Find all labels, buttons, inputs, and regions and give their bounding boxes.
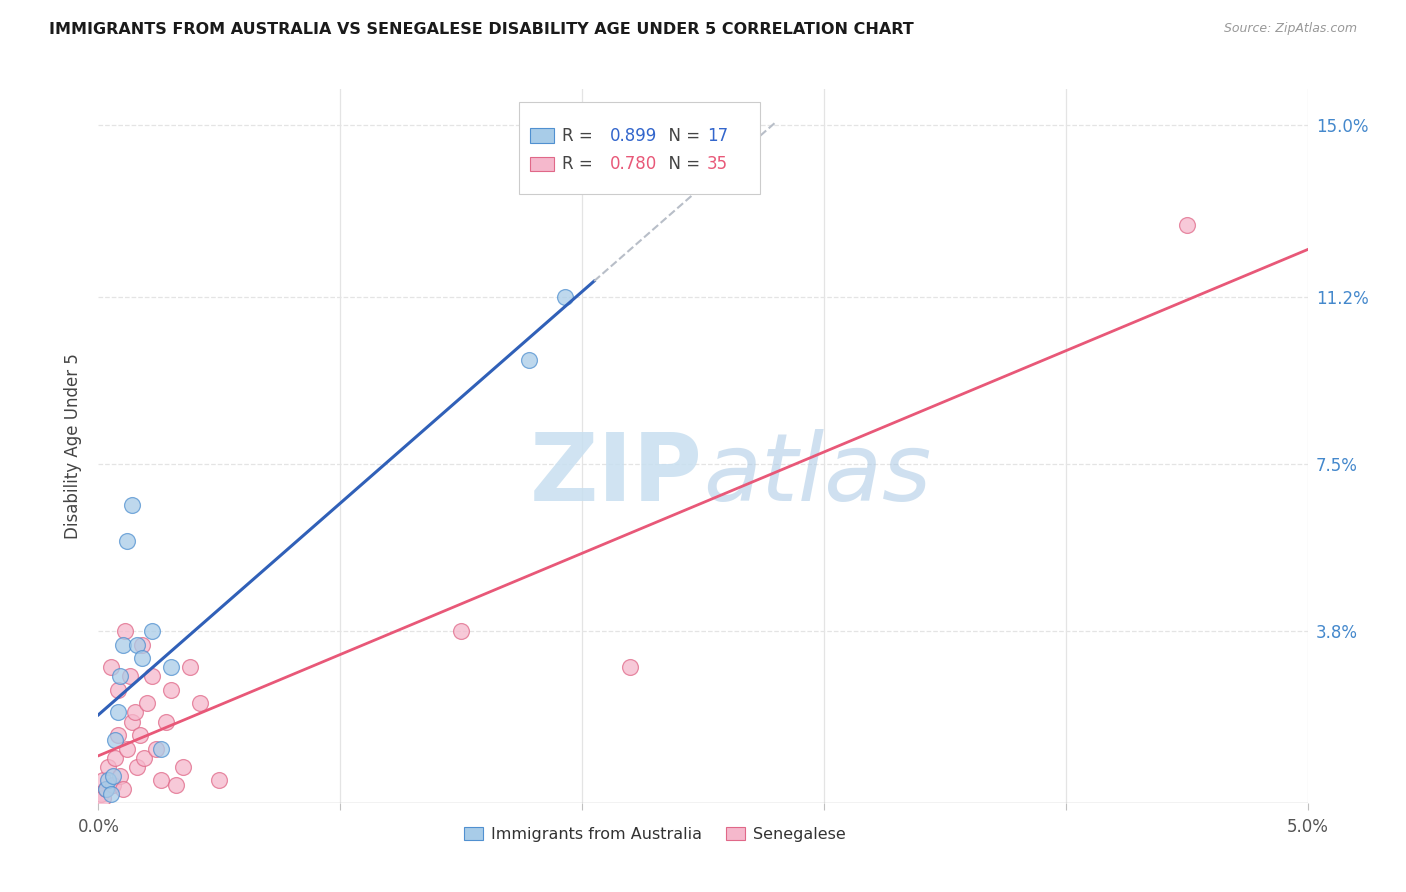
Point [179, 660, 201, 674]
Point [141, 669, 163, 683]
Point [131, 651, 153, 665]
Text: 0.780: 0.780 [610, 155, 657, 173]
Point [135, 697, 157, 711]
Point [619, 660, 641, 674]
Point [165, 778, 187, 792]
Point [91, 773, 114, 788]
Point [111, 638, 134, 652]
Legend: Immigrants from Australia, Senegalese: Immigrants from Australia, Senegalese [457, 821, 852, 848]
Point [101, 769, 124, 783]
Point [117, 533, 139, 548]
Text: N =: N = [658, 127, 706, 145]
Text: R =: R = [561, 155, 598, 173]
Point [172, 759, 194, 773]
Point [108, 669, 131, 683]
Text: atlas: atlas [703, 429, 931, 520]
Text: N =: N = [658, 155, 706, 173]
Point [100, 660, 122, 674]
Point [107, 682, 129, 697]
Point [121, 714, 143, 729]
FancyBboxPatch shape [519, 102, 759, 194]
Point [188, 697, 211, 711]
Point [554, 290, 576, 304]
Point [91, 791, 114, 805]
Point [118, 669, 141, 683]
Y-axis label: Disability Age Under 5: Disability Age Under 5 [63, 353, 82, 539]
Point [111, 782, 134, 797]
Point [131, 638, 153, 652]
Point [121, 498, 143, 512]
FancyBboxPatch shape [530, 128, 554, 143]
Point [117, 741, 139, 756]
Text: 0.899: 0.899 [610, 127, 657, 145]
Point [128, 728, 150, 742]
Text: 35: 35 [707, 155, 728, 173]
Point [94, 782, 117, 797]
FancyBboxPatch shape [530, 157, 554, 171]
Point [160, 660, 183, 674]
Point [107, 728, 129, 742]
Point [107, 706, 129, 720]
Point [450, 624, 472, 639]
Point [100, 787, 122, 801]
Point [104, 732, 127, 747]
Point [141, 624, 163, 639]
Point [1175, 218, 1198, 232]
Point [145, 741, 167, 756]
Point [114, 624, 136, 639]
Point [150, 741, 173, 756]
Point [94, 782, 117, 797]
Point [155, 714, 177, 729]
Point [108, 769, 131, 783]
Text: 17: 17 [707, 127, 728, 145]
Point [208, 773, 231, 788]
Text: IMMIGRANTS FROM AUSTRALIA VS SENEGALESE DISABILITY AGE UNDER 5 CORRELATION CHART: IMMIGRANTS FROM AUSTRALIA VS SENEGALESE … [49, 22, 914, 37]
Point [160, 682, 183, 697]
Point [104, 750, 127, 764]
Point [97, 759, 120, 773]
Point [101, 778, 124, 792]
Text: ZIP: ZIP [530, 428, 703, 521]
Point [150, 773, 173, 788]
Point [127, 759, 149, 773]
Point [97, 773, 120, 788]
Text: Source: ZipAtlas.com: Source: ZipAtlas.com [1223, 22, 1357, 36]
Point [90, 787, 112, 801]
Text: R =: R = [561, 127, 598, 145]
Point [517, 353, 540, 368]
Point [134, 750, 156, 764]
Point [127, 638, 149, 652]
Point [124, 706, 146, 720]
